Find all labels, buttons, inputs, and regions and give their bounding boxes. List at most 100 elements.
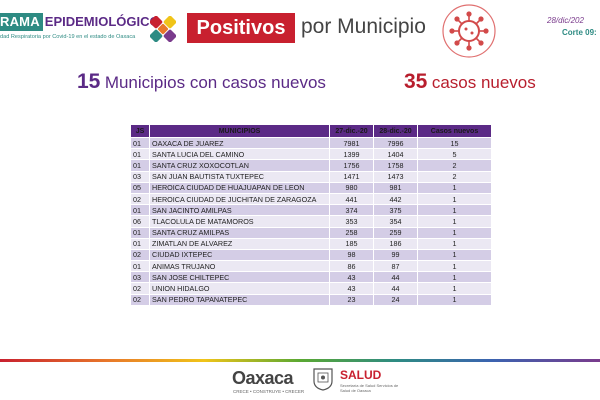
cell-casos-nuevos: 1	[417, 282, 492, 295]
cell-js: 02	[130, 282, 150, 295]
table-row: 01 ANIMAS TRUJANO 86 87 1	[130, 260, 492, 273]
header-casos-nuevos: Casos nuevos	[417, 124, 492, 138]
cell-casos-nuevos: 1	[417, 226, 492, 239]
cell-casos-28-dic: 44	[373, 282, 418, 295]
table-header-row: JS MUNICIPIOS 27-dic.-20 28-dic.-20 Caso…	[130, 124, 492, 138]
cell-municipio: HEROICA CIUDAD DE HUAJUAPAN DE LEON	[149, 181, 330, 194]
cell-js: 02	[130, 248, 150, 262]
cell-casos-27-dic: 1756	[329, 159, 374, 172]
cell-js: 05	[130, 181, 150, 194]
cell-casos-27-dic: 23	[329, 293, 374, 306]
cell-casos-27-dic: 43	[329, 271, 374, 284]
cell-js: 01	[130, 148, 150, 161]
cell-casos-28-dic: 442	[373, 192, 418, 206]
cell-casos-28-dic: 259	[373, 226, 418, 239]
por-municipio-label: por Municipio	[301, 15, 426, 38]
cell-casos-nuevos: 15	[417, 136, 492, 150]
cell-js: 03	[130, 170, 150, 183]
cell-casos-27-dic: 980	[329, 181, 374, 194]
cell-js: 02	[130, 293, 150, 306]
virus-icon	[442, 4, 496, 58]
cell-casos-27-dic: 353	[329, 215, 374, 228]
cell-casos-27-dic: 43	[329, 282, 374, 295]
cell-casos-nuevos: 1	[417, 192, 492, 206]
table-row: 03 SAN JUAN BAUTISTA TUXTEPEC 1471 1473 2	[130, 170, 492, 183]
cell-casos-28-dic: 99	[373, 248, 418, 262]
cell-municipio: TLACOLULA DE MATAMOROS	[149, 215, 330, 228]
cell-casos-nuevos: 1	[417, 215, 492, 228]
header-28-dic: 28-dic.-20	[373, 124, 418, 138]
cell-js: 03	[130, 271, 150, 284]
cell-js: 01	[130, 237, 150, 250]
casos-summary: 35 casos nuevos	[404, 70, 536, 94]
table-row: 01 SAN JACINTO AMILPAS 374 375 1	[130, 204, 492, 217]
state-seal-icon	[313, 368, 333, 391]
table-row: 01 OAXACA DE JUAREZ 7981 7996 15	[130, 136, 492, 150]
cell-casos-28-dic: 354	[373, 215, 418, 228]
cell-casos-28-dic: 981	[373, 181, 418, 194]
cell-casos-28-dic: 24	[373, 293, 418, 306]
cell-casos-28-dic: 44	[373, 271, 418, 284]
cell-js: 06	[130, 215, 150, 228]
table-row: 06 TLACOLULA DE MATAMOROS 353 354 1	[130, 215, 492, 228]
cell-casos-27-dic: 1399	[329, 148, 374, 161]
colored-x-logo-icon	[150, 16, 176, 42]
municipios-table: JS MUNICIPIOS 27-dic.-20 28-dic.-20 Caso…	[130, 124, 492, 306]
cell-municipio: SANTA LUCIA DEL CAMINO	[149, 148, 330, 161]
cell-casos-nuevos: 5	[417, 148, 492, 161]
table-body: 01 OAXACA DE JUAREZ 7981 7996 15 01 SANTA LUCI…	[130, 136, 492, 306]
cell-casos-27-dic: 185	[329, 237, 374, 250]
cell-casos-nuevos: 1	[417, 293, 492, 306]
cell-casos-28-dic: 1404	[373, 148, 418, 161]
header-js: JS	[130, 124, 150, 138]
cell-municipio: SAN JUAN BAUTISTA TUXTEPEC	[149, 170, 330, 183]
cell-casos-28-dic: 1473	[373, 170, 418, 183]
cell-municipio: SAN JOSE CHILTEPEC	[149, 271, 330, 284]
header-municipios: MUNICIPIOS	[149, 124, 330, 138]
cell-casos-nuevos: 2	[417, 159, 492, 172]
cell-casos-nuevos: 1	[417, 204, 492, 217]
table-row: 01 SANTA CRUZ AMILPAS 258 259 1	[130, 226, 492, 239]
cell-municipio: ZIMATLAN DE ALVAREZ	[149, 237, 330, 250]
cell-casos-27-dic: 374	[329, 204, 374, 217]
cell-casos-28-dic: 87	[373, 260, 418, 273]
table-row: 02 SAN PEDRO TAPANATEPEC 23 24 1	[130, 293, 492, 306]
municipios-summary: 15 Municipios con casos nuevos	[77, 70, 326, 94]
salud-subtitle: Secretaría de Salud Servicios de Salud d…	[340, 383, 399, 393]
table-row: 02 HEROICA CIUDAD DE JUCHITAN DE ZARAGOZA…	[130, 192, 492, 206]
cell-casos-28-dic: 375	[373, 204, 418, 217]
table-row: 05 HEROICA CIUDAD DE HUAJUAPAN DE LEON 980…	[130, 181, 492, 194]
brand-title: EPIDEMIOLÓGICO	[44, 14, 160, 29]
cell-municipio: CIUDAD IXTEPEC	[149, 248, 330, 262]
cell-casos-27-dic: 7981	[329, 136, 374, 150]
cell-casos-nuevos: 1	[417, 248, 492, 262]
cell-casos-27-dic: 98	[329, 248, 374, 262]
cell-casos-28-dic: 186	[373, 237, 418, 250]
table-row: 02 UNION HIDALGO 43 44 1	[130, 282, 492, 295]
oaxaca-slogan: CRECE • CONSTRUYE • CRECER	[233, 389, 305, 394]
cell-municipio: ANIMAS TRUJANO	[149, 260, 330, 273]
cell-casos-28-dic: 7996	[373, 136, 418, 150]
cell-js: 01	[130, 226, 150, 239]
cell-js: 01	[130, 159, 150, 172]
cell-municipio: UNION HIDALGO	[149, 282, 330, 295]
table-row: 02 CIUDAD IXTEPEC 98 99 1	[130, 248, 492, 262]
cell-casos-nuevos: 2	[417, 170, 492, 183]
cell-municipio: SANTA CRUZ XOXOCOTLAN	[149, 159, 330, 172]
cell-casos-27-dic: 86	[329, 260, 374, 273]
program-brand: RAMA EPIDEMIOLÓGICO dad Respiratoria por…	[0, 12, 180, 48]
cell-municipio: HEROICA CIUDAD DE JUCHITAN DE ZARAGOZA	[149, 192, 330, 206]
brand-subtitle: dad Respiratoria por Covid-19 en el esta…	[0, 34, 136, 40]
brand-highlight: RAMA	[0, 13, 43, 31]
cell-casos-27-dic: 258	[329, 226, 374, 239]
table-row: 01 SANTA LUCIA DEL CAMINO 1399 1404 5	[130, 148, 492, 161]
cell-casos-27-dic: 441	[329, 192, 374, 206]
header-27-dic: 27-dic.-20	[329, 124, 374, 138]
oaxaca-logo: Oaxaca	[232, 368, 294, 388]
cell-casos-nuevos: 1	[417, 237, 492, 250]
cutoff-time: Corte 09:	[562, 28, 597, 37]
color-stripe	[0, 359, 600, 362]
positivos-label: Positivos	[187, 13, 295, 43]
cell-casos-nuevos: 1	[417, 181, 492, 194]
casos-count: 35	[404, 70, 428, 93]
